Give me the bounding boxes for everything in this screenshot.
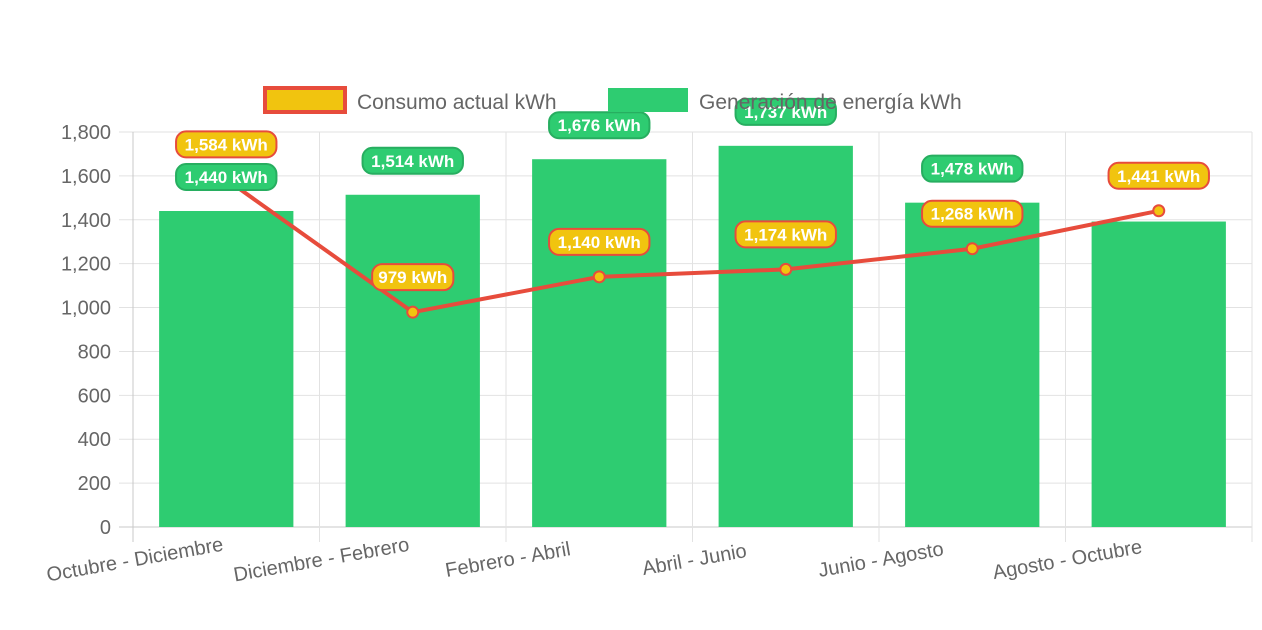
line-data-label: 1,268 kWh — [921, 199, 1024, 228]
bar-data-label: 1,676 kWh — [548, 111, 651, 140]
line-data-label-text: 979 kWh — [378, 268, 447, 287]
bar-data-label: 1,514 kWh — [361, 146, 464, 175]
x-tick-label: Diciembre - Febrero — [232, 534, 411, 587]
y-tick-label: 0 — [100, 517, 111, 539]
line-data-label-bg — [1107, 161, 1210, 190]
line-point — [592, 270, 606, 284]
line-data-label-bg — [371, 263, 455, 292]
legend-label-consumo: Consumo actual kWh — [357, 91, 557, 114]
line-data-label-text: 1,140 kWh — [558, 233, 641, 252]
y-axis-ticks: 0 200 400 600 800 1,000 1,200 1,400 1,600 1,800 — [61, 122, 111, 539]
line-point — [779, 262, 793, 276]
line-point — [1152, 204, 1166, 218]
line-data-label-bg — [734, 220, 837, 249]
legend: Consumo actual kWh Generación de energía … — [263, 86, 962, 114]
x-tick-label: Agosto - Octubre — [991, 536, 1144, 584]
line-data-label-text: 1,441 kWh — [1117, 167, 1200, 186]
bar-data-label-text: 1,737 kWh — [744, 103, 827, 122]
y-tick-label: 800 — [78, 341, 111, 363]
generation-data-labels: 1,440 kWh 1,514 kWh 1,676 kWh 1,737 kWh 1,47… — [175, 97, 1024, 191]
bar — [1091, 221, 1226, 528]
bar — [532, 159, 667, 527]
x-axis-ticks: Octubre - Diciembre Diciembre - Febrero Fe… — [45, 534, 1144, 587]
consumption-data-labels: 1,584 kWh 979 kWh 1,140 kWh 1,174 kWh 1,268 … — [175, 130, 1210, 292]
line-data-label: 1,174 kWh — [734, 220, 837, 249]
bar-data-label-text: 1,514 kWh — [371, 152, 454, 171]
bar-data-label-bg — [921, 154, 1024, 183]
bar-data-label-bg — [548, 111, 651, 140]
grid-lines — [119, 131, 1253, 542]
line-data-label: 1,140 kWh — [548, 227, 651, 256]
bar — [905, 202, 1040, 527]
line-point — [965, 242, 979, 256]
line-data-label-text: 1,268 kWh — [931, 205, 1014, 224]
y-tick-label: 200 — [78, 473, 111, 495]
bar-data-label: 1,440 kWh — [175, 163, 278, 191]
line-data-label: 1,584 kWh — [175, 130, 278, 159]
bar — [718, 145, 853, 527]
line-data-label: 1,441 kWh — [1107, 161, 1210, 190]
y-tick-label: 600 — [78, 385, 111, 407]
y-tick-label: 1,200 — [61, 254, 111, 276]
legend-label-generacion: Generación de energía kWh — [699, 91, 962, 114]
y-tick-label: 400 — [78, 429, 111, 451]
x-tick-label: Octubre - Diciembre — [45, 534, 225, 587]
line-data-label: 979 kWh — [371, 263, 455, 292]
line-point — [406, 305, 420, 319]
bar-data-label: 1,478 kWh — [921, 154, 1024, 183]
bar-data-label-bg — [175, 163, 278, 191]
line-data-label-text: 1,174 kWh — [744, 225, 827, 244]
bar-data-label-text: 1,440 kWh — [185, 168, 268, 187]
y-tick-label: 1,400 — [61, 210, 111, 232]
bar-data-label-bg — [734, 97, 837, 126]
legend-swatch-consumo — [263, 86, 347, 114]
x-tick-label: Junio - Agosto — [817, 538, 946, 582]
bar-data-label-text: 1,478 kWh — [931, 160, 1014, 179]
x-tick-label: Abril - Junio — [641, 540, 749, 580]
bar — [159, 211, 294, 527]
bar-data-label: 1,737 kWh — [734, 97, 837, 126]
bar — [345, 194, 480, 527]
generation-bars — [159, 145, 1226, 528]
line-data-label-bg — [175, 130, 278, 159]
line-data-label-bg — [921, 199, 1024, 228]
y-tick-label: 1,600 — [61, 166, 111, 188]
line-data-label-text: 1,584 kWh — [185, 135, 268, 154]
bar-data-label-bg — [361, 146, 464, 175]
y-tick-label: 1,800 — [61, 122, 111, 144]
bar-data-label-text: 1,676 kWh — [558, 116, 641, 135]
y-tick-label: 1,000 — [61, 298, 111, 320]
x-tick-label: Febrero - Abril — [444, 538, 573, 582]
line-data-label-bg — [548, 227, 651, 256]
legend-swatch-generacion — [608, 88, 688, 112]
